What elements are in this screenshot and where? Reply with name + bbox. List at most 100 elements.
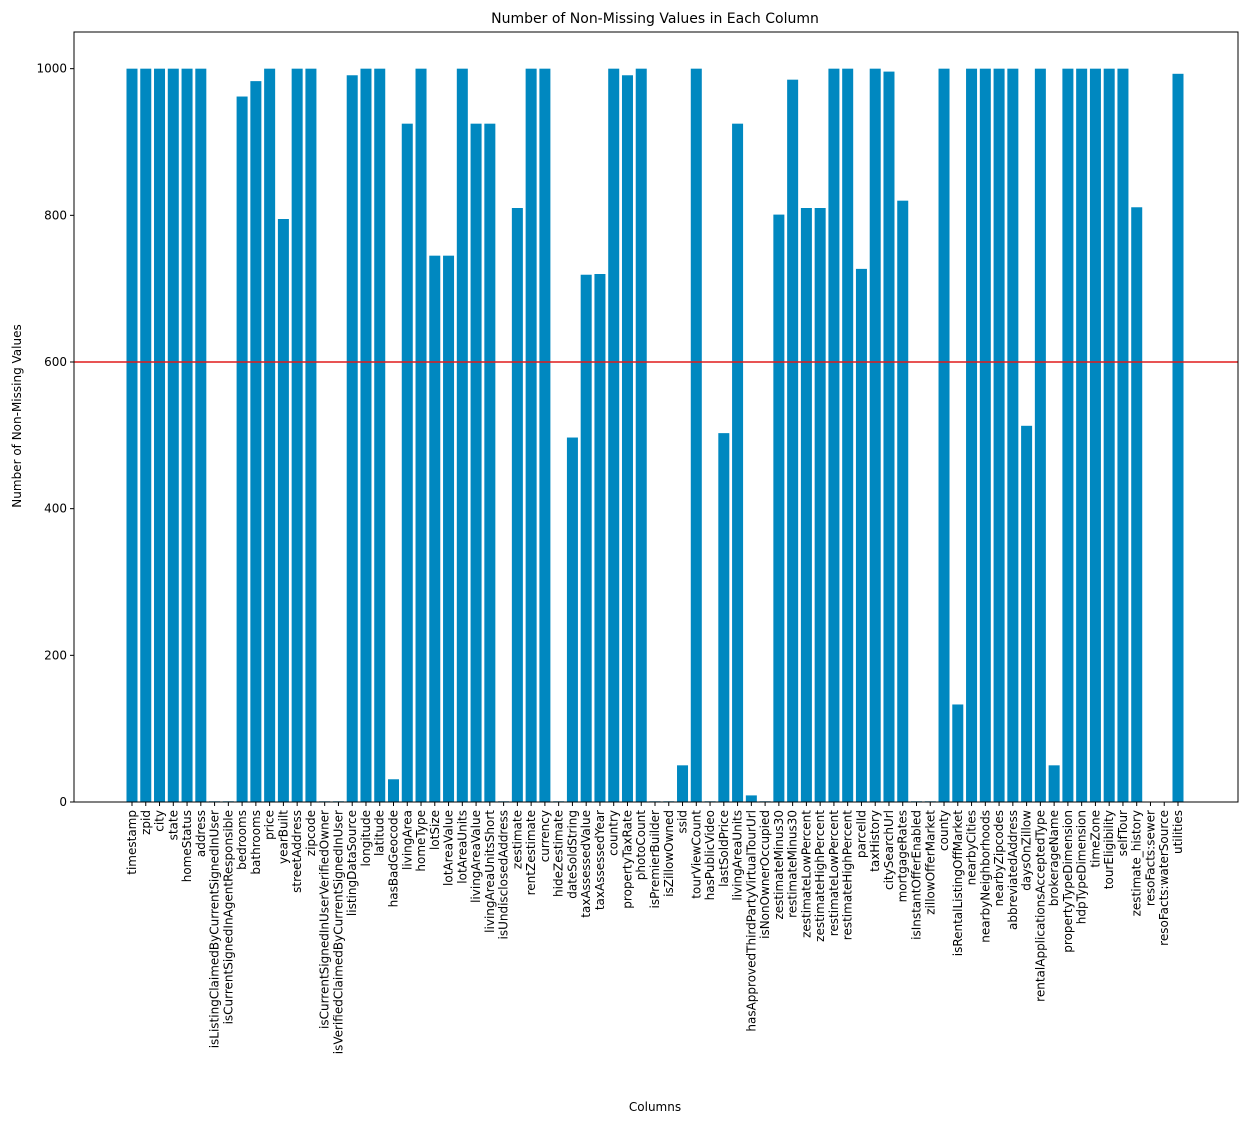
bar-yearBuilt bbox=[277, 219, 289, 802]
x-tick-label: bedrooms bbox=[235, 810, 249, 870]
x-tick-label: zestimateHighPercent bbox=[813, 810, 827, 942]
bar-timestamp bbox=[126, 68, 138, 803]
x-tick-label: abbreviatedAddress bbox=[1006, 810, 1020, 930]
x-tick-label: lotAreaUnits bbox=[455, 810, 469, 884]
bar-livingAreaUnitsShort bbox=[484, 123, 496, 803]
x-tick-label: nearbyNeighborhoods bbox=[978, 810, 992, 943]
x-tick-label: lotAreaValue bbox=[442, 810, 456, 886]
x-tick-label: lotSize bbox=[428, 810, 442, 850]
bar-livingAreaValue bbox=[470, 123, 482, 803]
bar-lotAreaUnits bbox=[456, 68, 468, 803]
x-tick-label: hideZestimate bbox=[552, 810, 566, 897]
bar-zpid bbox=[140, 68, 152, 803]
bar-ssid bbox=[677, 765, 689, 802]
bar-currency bbox=[539, 68, 551, 803]
bar-lotSize bbox=[429, 255, 441, 803]
bar-bathrooms bbox=[250, 81, 262, 802]
x-tick-label: isRentalListingOffMarket bbox=[951, 810, 965, 957]
bar-rentZestimate bbox=[525, 68, 537, 803]
bar-zipcode bbox=[305, 68, 317, 803]
y-tick-label: 600 bbox=[44, 355, 67, 369]
bar-mortgageRates bbox=[897, 200, 909, 803]
x-tick-label: country bbox=[607, 810, 621, 856]
bar-county bbox=[938, 68, 950, 803]
bar-timeZone bbox=[1089, 68, 1101, 803]
bar-city bbox=[154, 68, 166, 803]
x-tick-label: livingAreaUnitsShort bbox=[483, 810, 497, 933]
bar-livingAreaUnits bbox=[732, 123, 744, 803]
x-tick-label: state bbox=[166, 810, 180, 840]
x-tick-label: restimateMinus30 bbox=[786, 810, 800, 918]
x-tick-label: rentalApplicationsAcceptedType bbox=[1033, 810, 1047, 1002]
y-axis-label: Number of Non-Missing Values bbox=[10, 324, 24, 507]
bar-daysOnZillow bbox=[1021, 425, 1033, 802]
x-axis-label: Columns bbox=[629, 1100, 681, 1114]
x-tick-label: lastSoldPrice bbox=[717, 810, 731, 887]
bar-restimateHighPercent bbox=[842, 68, 854, 803]
bar-longitude bbox=[360, 68, 372, 803]
x-tick-label: isPremierBuilder bbox=[648, 810, 662, 909]
x-tick-label: nearbyCities bbox=[965, 810, 979, 885]
bar-restimateMinus30 bbox=[787, 79, 799, 803]
x-tick-label: livingAreaValue bbox=[469, 810, 483, 903]
x-tick-label: rentZestimate bbox=[524, 810, 538, 895]
bar-price bbox=[264, 68, 276, 803]
x-tick-label: propertyTaxRate bbox=[620, 810, 634, 909]
bar-dateSoldString bbox=[566, 437, 578, 802]
y-tick-label: 800 bbox=[44, 208, 67, 222]
y-tick-label: 200 bbox=[44, 648, 67, 662]
bar-isRentalListingOffMarket bbox=[952, 704, 964, 802]
x-tick-label: isInstantOfferEnabled bbox=[910, 810, 924, 940]
bar-homeType bbox=[415, 68, 427, 803]
x-tick-label: ssid bbox=[676, 810, 690, 833]
x-tick-label: timestamp bbox=[125, 810, 139, 875]
x-tick-label: zestimate bbox=[510, 810, 524, 869]
x-tick-label: zestimateLowPercent bbox=[799, 810, 813, 938]
x-tick-label: brokerageName bbox=[1047, 810, 1061, 906]
x-tick-label: citySearchUrl bbox=[882, 810, 896, 890]
bar-country bbox=[608, 68, 620, 803]
x-tick-label: streetAddress bbox=[290, 810, 304, 893]
plot-frame bbox=[73, 31, 1239, 803]
x-tick-label: propertyTypeDimension bbox=[1061, 810, 1075, 953]
bar-hdpTypeDimension bbox=[1076, 68, 1088, 803]
x-tick-label: longitude bbox=[359, 810, 373, 867]
x-tick-label: bathrooms bbox=[249, 810, 263, 875]
bar-nearbyNeighborhoods bbox=[979, 68, 991, 803]
x-tick-label: isVerifiedClaimedByCurrentSignedInUser bbox=[331, 810, 345, 1054]
bar-tourEligibility bbox=[1103, 68, 1115, 803]
x-tick-label: isListingClaimedByCurrentSignedInUser bbox=[208, 810, 222, 1048]
x-tick-label: parcelId bbox=[854, 810, 868, 858]
x-tick-label: resoFacts:sewer bbox=[1143, 810, 1157, 906]
x-tick-label: isCurrentSignedInUserVerifiedOwner bbox=[318, 810, 332, 1029]
x-tick-label: restimateHighPercent bbox=[841, 810, 855, 941]
bar-zestimateMinus30 bbox=[773, 214, 785, 803]
x-tick-label: zpid bbox=[139, 810, 153, 835]
x-tick-label: zipcode bbox=[304, 810, 318, 856]
x-tick-label: currency bbox=[538, 810, 552, 862]
bar-address bbox=[195, 68, 207, 803]
x-tick-label: livingArea bbox=[400, 810, 414, 870]
y-tick-label: 1000 bbox=[36, 62, 67, 76]
x-tick-label: isZillowOwned bbox=[662, 810, 676, 897]
x-tick-label: resoFacts:waterSource bbox=[1157, 810, 1171, 946]
x-tick-label: price bbox=[263, 810, 277, 840]
x-tick-label: zestimate_history bbox=[1130, 810, 1144, 916]
bar-propertyTypeDimension bbox=[1062, 68, 1074, 803]
bar-bedrooms bbox=[236, 96, 248, 802]
bar-tourViewCount bbox=[690, 68, 702, 803]
chart-title: Number of Non-Missing Values in Each Col… bbox=[491, 11, 819, 27]
bar-livingArea bbox=[401, 123, 413, 803]
x-tick-label: tourEligibility bbox=[1102, 810, 1116, 889]
bar-hasApprovedThirdPartyVirtualTourUrl bbox=[745, 795, 757, 802]
bar-rentalApplicationsAcceptedType bbox=[1034, 68, 1046, 803]
bar-lotAreaValue bbox=[443, 255, 455, 803]
x-tick-label: daysOnZillow bbox=[1020, 810, 1034, 891]
bar-brokerageName bbox=[1048, 765, 1060, 802]
bar-zestimateHighPercent bbox=[814, 208, 826, 802]
x-tick-label: county bbox=[937, 810, 951, 851]
bar-state bbox=[167, 68, 179, 803]
x-tick-label: yearBuilt bbox=[276, 810, 290, 864]
bar-latitude bbox=[374, 68, 386, 803]
